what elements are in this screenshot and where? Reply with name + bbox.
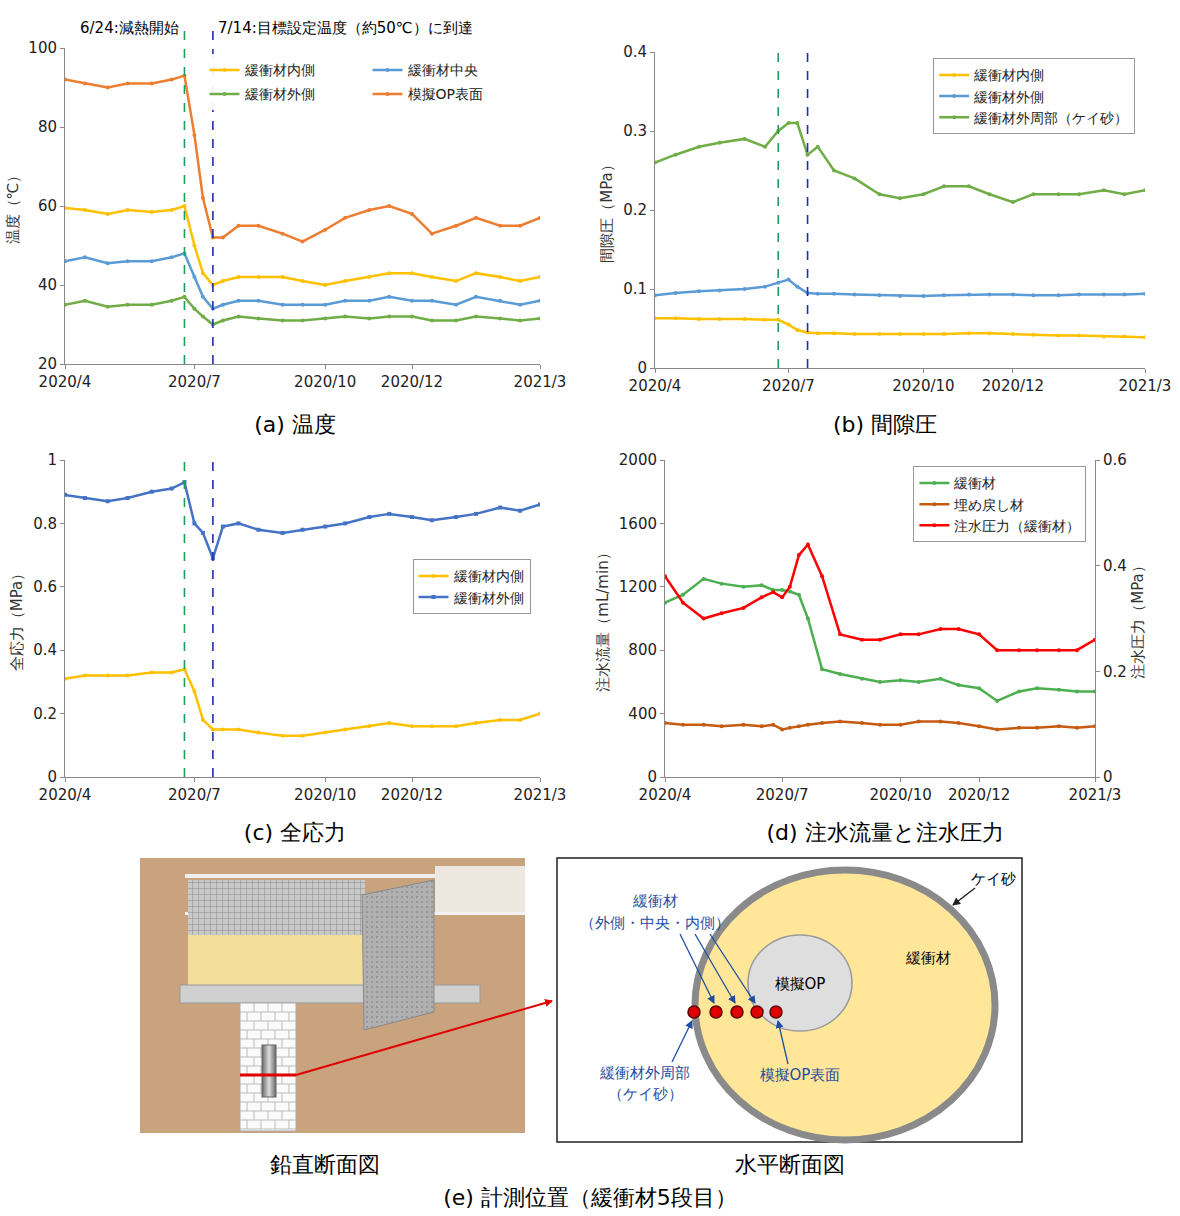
svg-text:1200: 1200 <box>619 578 657 596</box>
svg-text:0.2: 0.2 <box>33 705 57 723</box>
svg-text:2020/7: 2020/7 <box>168 786 221 804</box>
svg-text:0.4: 0.4 <box>623 43 647 61</box>
svg-text:800: 800 <box>628 641 657 659</box>
svg-text:40: 40 <box>38 276 57 294</box>
svg-text:0.4: 0.4 <box>1103 557 1127 575</box>
svg-text:緩衝材: 緩衝材 <box>953 475 996 491</box>
svg-text:緩衝材外側: 緩衝材外側 <box>244 86 315 102</box>
svg-text:緩衝材: 緩衝材 <box>632 892 678 910</box>
svg-text:ケイ砂: ケイ砂 <box>971 870 1016 888</box>
svg-text:0.2: 0.2 <box>623 201 647 219</box>
svg-text:2020/12: 2020/12 <box>381 786 443 804</box>
svg-text:2020/4: 2020/4 <box>639 786 692 804</box>
svg-text:2021/3: 2021/3 <box>514 373 567 391</box>
svg-text:緩衝材外周部（ケイ砂）: 緩衝材外周部（ケイ砂） <box>973 110 1128 126</box>
svg-text:0.1: 0.1 <box>623 280 647 298</box>
svg-text:模擬OP表面: 模擬OP表面 <box>408 86 483 102</box>
svg-text:0.4: 0.4 <box>33 641 57 659</box>
svg-text:2020/12: 2020/12 <box>381 373 443 391</box>
svg-text:模擬OP表面: 模擬OP表面 <box>760 1066 841 1084</box>
svg-text:緩衝材: 緩衝材 <box>905 949 951 967</box>
svg-text:注水流量（mL/min）: 注水流量（mL/min） <box>594 545 612 691</box>
svg-text:2020/4: 2020/4 <box>39 373 92 391</box>
svg-text:1: 1 <box>47 451 57 469</box>
svg-text:緩衝材内側: 緩衝材内側 <box>453 568 524 584</box>
svg-text:注水圧力（緩衝材）: 注水圧力（緩衝材） <box>954 518 1080 534</box>
svg-text:400: 400 <box>628 705 657 723</box>
svg-text:緩衝材外側: 緩衝材外側 <box>973 89 1044 105</box>
svg-text:埋め戻し材: 埋め戻し材 <box>953 497 1024 513</box>
svg-text:2020/7: 2020/7 <box>168 373 221 391</box>
svg-text:1600: 1600 <box>619 515 657 533</box>
svg-text:2020/4: 2020/4 <box>629 377 682 395</box>
svg-text:2020/7: 2020/7 <box>762 377 815 395</box>
svg-text:2020/10: 2020/10 <box>294 786 356 804</box>
svg-text:0: 0 <box>1103 768 1113 786</box>
svg-text:0: 0 <box>637 359 647 377</box>
svg-text:2020/12: 2020/12 <box>948 786 1010 804</box>
svg-text:0: 0 <box>647 768 657 786</box>
html-text:(d) 注水流量と注水圧力: (d) 注水流量と注水圧力 <box>766 820 1004 845</box>
svg-text:0.8: 0.8 <box>33 515 57 533</box>
svg-text:鉛直断面図: 鉛直断面図 <box>270 1152 380 1177</box>
svg-text:緩衝材内側: 緩衝材内側 <box>244 62 315 78</box>
svg-text:緩衝材外側: 緩衝材外側 <box>453 590 524 606</box>
svg-text:20: 20 <box>38 355 57 373</box>
svg-text:2020/7: 2020/7 <box>756 786 809 804</box>
svg-text:間隙圧（MPa）: 間隙圧（MPa） <box>598 157 616 263</box>
svg-text:（外側・中央・内側）: （外側・中央・内側） <box>580 914 730 932</box>
svg-text:水平断面図: 水平断面図 <box>735 1152 845 1177</box>
svg-text:2020/10: 2020/10 <box>294 373 356 391</box>
svg-text:2020/10: 2020/10 <box>892 377 954 395</box>
svg-text:2021/3: 2021/3 <box>1119 377 1172 395</box>
html-text:(c) 全応力: (c) 全応力 <box>243 820 347 845</box>
svg-text:注水圧力（MPa）: 注水圧力（MPa） <box>1129 558 1147 679</box>
svg-text:60: 60 <box>38 197 57 215</box>
svg-text:2000: 2000 <box>619 451 657 469</box>
svg-text:0.6: 0.6 <box>1103 451 1127 469</box>
html-text:(b) 間隙圧: (b) 間隙圧 <box>832 412 938 437</box>
svg-text:0.6: 0.6 <box>33 578 57 596</box>
svg-text:2021/3: 2021/3 <box>1069 786 1122 804</box>
svg-text:緩衝材中央: 緩衝材中央 <box>407 62 478 78</box>
svg-text:(e) 計測位置（緩衝材5段目）: (e) 計測位置（緩衝材5段目） <box>443 1185 737 1210</box>
svg-text:全応力（MPa）: 全応力（MPa） <box>8 566 26 672</box>
svg-text:0.3: 0.3 <box>623 122 647 140</box>
svg-text:2021/3: 2021/3 <box>514 786 567 804</box>
html-text:(a) 温度: (a) 温度 <box>254 412 336 437</box>
svg-text:温度（℃）: 温度（℃） <box>4 168 22 245</box>
svg-text:2020/10: 2020/10 <box>869 786 931 804</box>
svg-text:模擬OP: 模擬OP <box>775 975 826 993</box>
svg-text:7/14:目標設定温度（約50℃）に到達: 7/14:目標設定温度（約50℃）に到達 <box>218 19 473 37</box>
svg-text:100: 100 <box>28 39 57 57</box>
svg-text:2020/12: 2020/12 <box>982 377 1044 395</box>
svg-text:緩衝材外周部: 緩衝材外周部 <box>599 1064 690 1082</box>
svg-text:緩衝材内側: 緩衝材内側 <box>973 67 1044 83</box>
svg-text:（ケイ砂）: （ケイ砂） <box>608 1085 683 1103</box>
svg-text:80: 80 <box>38 118 57 136</box>
svg-text:2020/4: 2020/4 <box>39 786 92 804</box>
svg-text:6/24:減熱開始: 6/24:減熱開始 <box>80 19 179 37</box>
svg-text:0.2: 0.2 <box>1103 663 1127 681</box>
svg-text:0: 0 <box>47 768 57 786</box>
